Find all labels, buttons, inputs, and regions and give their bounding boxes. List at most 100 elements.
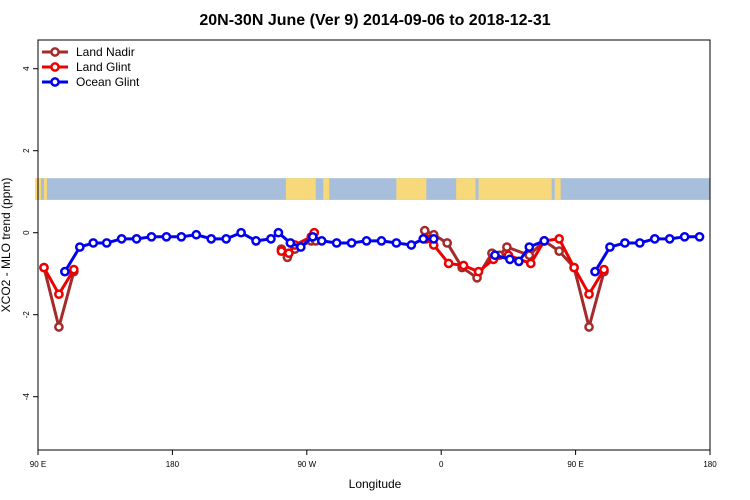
data-point-ocean-glint [539, 236, 550, 246]
legend-marker [50, 62, 60, 72]
data-point-ocean-glint [620, 238, 630, 248]
data-point-ocean-glint [664, 234, 675, 244]
data-point-land-nadir [554, 246, 565, 256]
data-point-ocean-glint [295, 242, 306, 252]
data-point-land-nadir [419, 225, 430, 236]
data-point-ocean-glint [221, 234, 232, 244]
series-line-land-nadir [424, 229, 606, 329]
data-point-ocean-glint [74, 242, 85, 252]
data-point-ocean-glint [131, 234, 142, 244]
data-point-land-glint [569, 262, 579, 273]
chart-title: 20N-30N June (Ver 9) 2014-09-06 to 2018-… [199, 12, 550, 29]
y-tick-label: 2 [22, 148, 31, 153]
data-point-ocean-glint [505, 254, 515, 265]
data-point-land-nadir [442, 238, 453, 248]
data-point-ocean-glint [176, 231, 187, 242]
data-point-ocean-glint [514, 256, 524, 267]
data-point-ocean-glint [236, 227, 246, 238]
x-tick-label: 180 [703, 460, 717, 469]
x-tick-label: 90 W [297, 460, 316, 469]
data-point-ocean-glint [590, 266, 600, 277]
data-point-ocean-glint [428, 234, 439, 244]
data-point-ocean-glint [88, 238, 99, 248]
map-ocean [38, 178, 710, 200]
data-point-ocean-glint [273, 227, 284, 238]
data-point-land-glint [458, 260, 469, 271]
x-tick-label: 180 [166, 460, 180, 469]
data-point-ocean-glint [649, 234, 660, 244]
data-point-ocean-glint [101, 238, 112, 248]
y-tick-label: -2 [22, 311, 31, 319]
data-point-land-glint [525, 258, 536, 269]
data-point-land-glint [599, 264, 609, 275]
map-land [285, 178, 316, 200]
data-point-ocean-glint [116, 234, 127, 244]
legend-label: Ocean Glint [76, 75, 140, 89]
data-point-ocean-glint [307, 231, 318, 242]
data-point-ocean-glint [490, 250, 500, 261]
legend-label: Land Nadir [76, 45, 135, 59]
data-point-ocean-glint [605, 242, 615, 252]
data-point-land-glint [284, 248, 294, 259]
data-point-land-glint [584, 289, 594, 300]
legend-item-ocean-glint: Ocean Glint [42, 75, 140, 89]
data-point-ocean-glint [316, 236, 327, 246]
map-land [43, 178, 47, 200]
legend-marker [50, 47, 60, 57]
data-point-ocean-glint [191, 229, 202, 240]
data-point-ocean-glint [376, 236, 387, 246]
map-land [323, 178, 330, 200]
data-point-ocean-glint [391, 238, 402, 248]
data-point-ocean-glint [679, 231, 690, 242]
data-point-ocean-glint [524, 242, 535, 252]
data-point-land-glint [54, 289, 64, 300]
data-point-ocean-glint [206, 234, 217, 244]
data-point-ocean-glint [418, 234, 429, 244]
y-tick-label: 0 [22, 230, 31, 235]
data-point-ocean-glint [60, 266, 70, 277]
y-tick-label: 4 [22, 66, 31, 71]
data-point-land-glint [68, 264, 79, 275]
data-point-land-nadir [54, 322, 64, 332]
data-point-ocean-glint [331, 238, 342, 248]
legend-label: Land Glint [76, 60, 131, 74]
map-land [554, 178, 561, 200]
x-axis-label: Longitude [349, 477, 402, 491]
data-point-ocean-glint [406, 240, 417, 250]
data-point-ocean-glint [361, 236, 372, 246]
data-point-land-nadir [584, 322, 594, 332]
series-line-ocean-glint [63, 231, 434, 273]
data-point-land-glint [39, 262, 49, 273]
series-line-ocean-glint [593, 235, 700, 273]
data-point-ocean-glint [346, 238, 357, 248]
data-point-ocean-glint [634, 238, 645, 248]
x-tick-label: 90 E [30, 460, 46, 469]
data-point-land-glint [473, 266, 484, 277]
x-tick-label: 0 [439, 460, 444, 469]
data-point-ocean-glint [694, 231, 705, 242]
data-point-ocean-glint [251, 236, 261, 246]
y-axis: -4 -2 0 2 4 [22, 66, 38, 400]
data-point-ocean-glint [146, 231, 157, 242]
data-point-land-glint [443, 258, 454, 269]
plot-frame [37, 39, 711, 451]
data-point-ocean-glint [266, 234, 276, 244]
data-point-land-glint [554, 234, 565, 244]
data-point-land-glint [276, 246, 287, 256]
map-land [396, 178, 427, 200]
data-point-land-nadir [502, 242, 512, 252]
x-tick-label: 90 E [567, 460, 583, 469]
y-tick-label: -4 [22, 393, 31, 401]
y-axis-label: XCO2 - MLO trend (ppm) [0, 178, 13, 313]
data-point-ocean-glint [161, 231, 172, 242]
x-axis: 90 E 180 90 W 0 90 E 180 [30, 450, 717, 469]
series-ocean-glint [60, 227, 705, 277]
world-map-band [35, 178, 710, 200]
data-point-ocean-glint [285, 238, 296, 248]
map-land [456, 178, 476, 200]
legend-item-land-glint: Land Glint [42, 60, 131, 74]
map-land [478, 178, 552, 200]
legend-marker [50, 77, 60, 87]
